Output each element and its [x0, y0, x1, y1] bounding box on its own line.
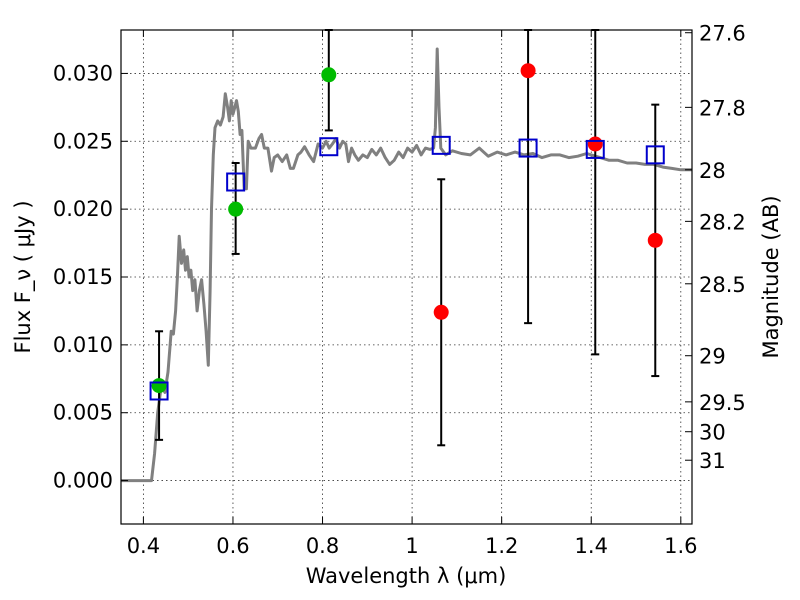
- mag-tick-label: 29.5: [699, 391, 746, 415]
- y-right-axis-title: Magnitude (AB): [759, 195, 783, 358]
- x-tick-label: 1: [405, 534, 418, 558]
- model-point: [585, 139, 605, 159]
- tick-layer: 0.4 0.6 0.8 1 1.2 1.4 1.6 0.000 0.005 0.010 0.015 0…: [53, 22, 746, 558]
- model-point: [518, 138, 538, 158]
- y-tick-label: 0.005: [53, 401, 113, 425]
- mag-tick-label: 27.6: [699, 22, 746, 46]
- grid-layer: [121, 30, 692, 524]
- observed-point: [647, 232, 663, 248]
- mag-tick-label: 28.2: [699, 210, 746, 234]
- model-point: [226, 172, 246, 192]
- observed-point: [228, 201, 244, 217]
- y-tick-label: 0.020: [53, 197, 113, 221]
- observed-point: [433, 304, 449, 320]
- mag-tick-label: 28.5: [699, 273, 746, 297]
- spectrum-line: [121, 47, 692, 483]
- x-tick-label: 0.8: [306, 534, 339, 558]
- model-point: [431, 135, 451, 155]
- observed-point: [151, 378, 167, 394]
- y-tick-label: 0.010: [53, 333, 113, 357]
- observed-point: [587, 136, 603, 152]
- mag-tick-label: 29: [699, 345, 726, 369]
- mag-tick-label: 30: [699, 421, 726, 445]
- x-axis-title: Wavelength λ (μm): [306, 564, 507, 588]
- observed-point: [520, 63, 536, 79]
- mag-tick-label: 28: [699, 159, 726, 183]
- x-tick-label: 0.6: [216, 534, 249, 558]
- x-tick-label: 0.4: [127, 534, 160, 558]
- model-point: [645, 145, 665, 165]
- model-point: [319, 137, 339, 157]
- y-tick-label: 0.025: [53, 129, 113, 153]
- x-tick-label: 1.4: [575, 534, 608, 558]
- y-axis-title: Flux F_ν ( μJy ): [11, 200, 36, 353]
- y-tick-label: 0.000: [53, 469, 113, 493]
- y-tick-label: 0.015: [53, 265, 113, 289]
- mag-tick-label: 27.8: [699, 96, 746, 120]
- model-point: [149, 381, 169, 401]
- x-tick-label: 1.6: [664, 534, 697, 558]
- mag-tick-label: 31: [699, 449, 726, 473]
- x-tick-label: 1.2: [485, 534, 518, 558]
- observed-point: [321, 67, 337, 83]
- y-tick-label: 0.030: [53, 61, 113, 85]
